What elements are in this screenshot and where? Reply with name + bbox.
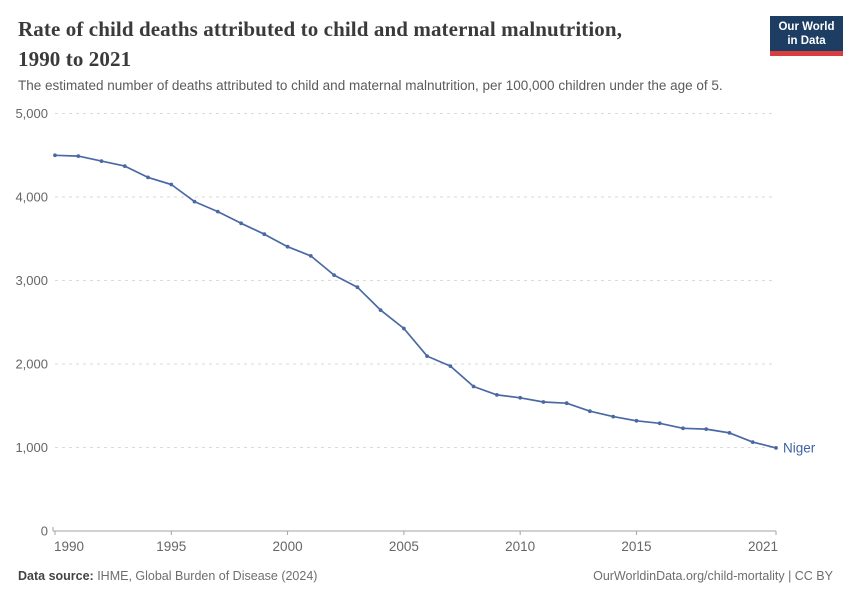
data-point [425,354,429,358]
data-source-text: IHME, Global Burden of Disease (2024) [93,569,318,583]
data-point [588,409,592,414]
chart-line [54,154,777,449]
data-point [564,401,569,406]
data-point [215,209,220,214]
data-point [355,285,360,290]
data-point [611,414,616,419]
data-point [634,418,639,423]
data-point [146,175,150,180]
x-tick-label: 1995 [156,539,186,554]
data-point [681,426,685,431]
data-point [308,254,313,258]
data-point [402,326,406,331]
y-tick-label: 0 [41,524,48,539]
data-point [192,199,197,204]
y-tick-label: 5,000 [15,106,48,121]
data-point [774,446,778,450]
page-title: Rate of child deaths attributed to child… [18,14,753,74]
data-point [541,400,546,404]
x-tick-label: 2021 [748,539,778,554]
title-line-2: 1990 to 2021 [18,47,132,71]
data-point [122,164,127,169]
data-point [76,154,81,159]
owid-logo: Our World in Data [770,16,843,56]
data-point [518,395,523,400]
data-source-note: Data source: IHME, Global Burden of Dise… [18,569,317,583]
data-point [239,221,244,226]
data-point [495,393,499,397]
x-tick-label: 2010 [505,539,535,554]
y-tick-label: 1,000 [15,440,48,455]
data-point [471,384,476,389]
y-tick-label: 3,000 [15,273,48,288]
entity-label: Niger [783,440,816,455]
data-point [657,421,662,426]
x-tick-label: 2000 [273,539,303,554]
x-tick-label: 2005 [389,539,419,554]
data-point [448,364,453,368]
owid-logo-line-2: in Data [787,35,826,47]
data-point [378,308,383,312]
data-point [750,440,755,444]
data-point [169,182,174,187]
y-tick-label: 2,000 [15,357,48,372]
chart-subtitle: The estimated number of deaths attribute… [18,78,723,93]
data-point [704,427,709,431]
owid-credit-link: OurWorldinData.org/child-mortality | CC … [593,569,833,583]
x-tick-label: 1990 [54,539,84,554]
data-point [99,159,104,164]
title-line-1: Rate of child deaths attributed to child… [18,17,623,41]
data-point [332,273,336,277]
data-source-label: Data source: [18,569,94,583]
data-point [727,431,732,435]
y-tick-label: 4,000 [15,190,48,205]
data-point [262,232,267,237]
data-point [53,153,57,158]
x-tick-label: 2015 [621,539,651,554]
data-point [285,244,290,249]
owid-logo-line-1: Our World [778,21,835,33]
